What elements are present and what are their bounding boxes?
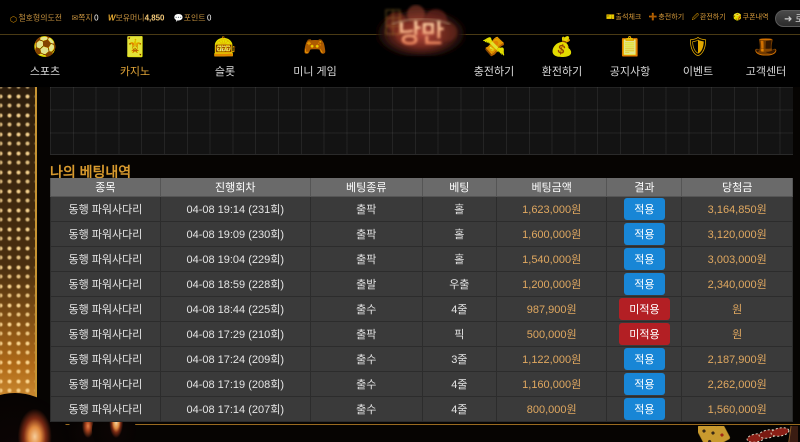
svg-text:낭만: 낭만 <box>398 20 444 48</box>
